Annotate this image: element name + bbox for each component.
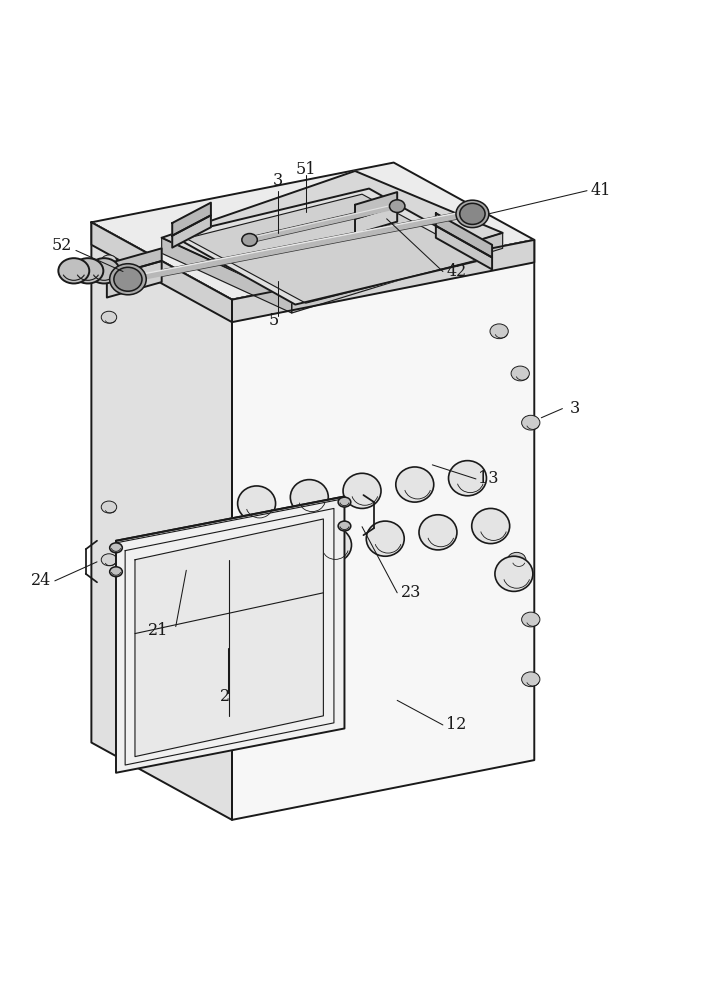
Ellipse shape xyxy=(314,527,352,563)
Text: 3: 3 xyxy=(569,400,580,417)
Ellipse shape xyxy=(522,672,540,687)
Ellipse shape xyxy=(261,534,299,569)
Text: 3: 3 xyxy=(273,172,283,189)
Text: 5: 5 xyxy=(269,312,279,329)
Polygon shape xyxy=(116,496,344,773)
Ellipse shape xyxy=(72,258,103,283)
Ellipse shape xyxy=(511,366,529,381)
Polygon shape xyxy=(232,240,534,820)
Polygon shape xyxy=(162,171,503,298)
Ellipse shape xyxy=(495,556,533,591)
Ellipse shape xyxy=(101,255,117,267)
Ellipse shape xyxy=(472,508,510,544)
Ellipse shape xyxy=(522,612,540,627)
Text: 21: 21 xyxy=(148,622,169,639)
Ellipse shape xyxy=(58,258,89,283)
Text: 12: 12 xyxy=(446,716,467,733)
Ellipse shape xyxy=(389,200,405,212)
Ellipse shape xyxy=(110,567,122,577)
Ellipse shape xyxy=(338,521,351,531)
Polygon shape xyxy=(107,261,162,298)
Ellipse shape xyxy=(290,480,328,515)
Ellipse shape xyxy=(460,203,485,224)
Polygon shape xyxy=(232,240,534,322)
Ellipse shape xyxy=(89,258,120,283)
Polygon shape xyxy=(107,248,162,276)
Ellipse shape xyxy=(101,554,117,566)
Ellipse shape xyxy=(449,461,486,496)
Text: 52: 52 xyxy=(52,237,72,254)
Text: 41: 41 xyxy=(591,182,611,199)
Text: 13: 13 xyxy=(478,470,498,487)
Ellipse shape xyxy=(101,501,117,513)
Polygon shape xyxy=(91,222,232,322)
Polygon shape xyxy=(162,238,292,313)
Text: 42: 42 xyxy=(446,263,467,280)
Text: 2: 2 xyxy=(220,688,230,705)
Polygon shape xyxy=(292,233,503,313)
Text: 23: 23 xyxy=(401,584,421,601)
Ellipse shape xyxy=(114,267,142,291)
Ellipse shape xyxy=(122,715,138,727)
Ellipse shape xyxy=(456,200,489,228)
Polygon shape xyxy=(91,222,232,820)
Polygon shape xyxy=(186,194,482,303)
Ellipse shape xyxy=(343,473,381,508)
Ellipse shape xyxy=(338,497,351,507)
Ellipse shape xyxy=(366,521,404,556)
Ellipse shape xyxy=(122,659,138,671)
Polygon shape xyxy=(355,192,397,219)
Ellipse shape xyxy=(110,264,146,295)
Text: 51: 51 xyxy=(295,161,316,178)
Ellipse shape xyxy=(101,311,117,323)
Polygon shape xyxy=(436,213,492,257)
Ellipse shape xyxy=(490,324,508,339)
Ellipse shape xyxy=(110,543,122,553)
Polygon shape xyxy=(172,203,211,236)
Ellipse shape xyxy=(396,467,434,502)
Polygon shape xyxy=(436,226,492,269)
Polygon shape xyxy=(135,519,323,757)
Ellipse shape xyxy=(419,515,457,550)
Ellipse shape xyxy=(242,234,257,246)
Ellipse shape xyxy=(508,552,526,567)
Ellipse shape xyxy=(522,415,540,430)
Text: 24: 24 xyxy=(31,572,51,589)
Ellipse shape xyxy=(238,486,276,521)
Polygon shape xyxy=(172,215,211,248)
Polygon shape xyxy=(355,206,397,234)
Polygon shape xyxy=(172,189,492,305)
Polygon shape xyxy=(91,163,534,300)
